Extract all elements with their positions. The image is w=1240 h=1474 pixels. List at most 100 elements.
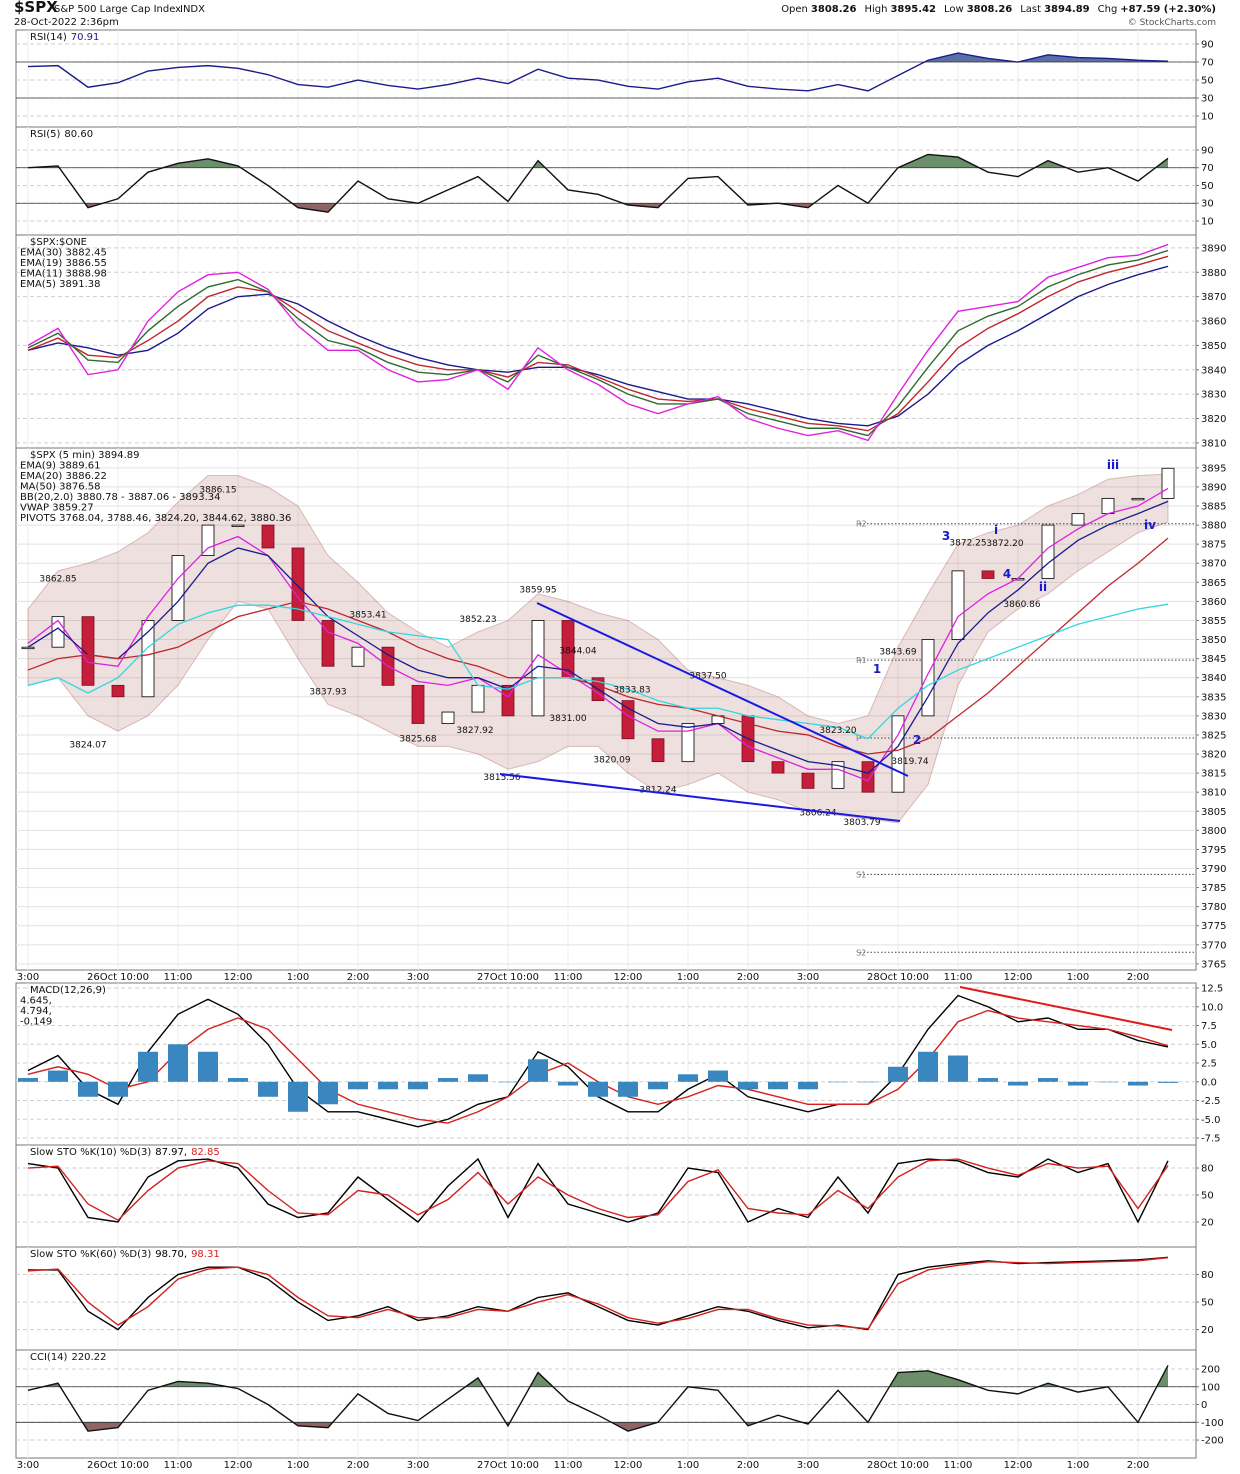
histogram-bar (258, 1081, 278, 1097)
stat-value: 3808.26 (967, 4, 1013, 15)
price-annotation: 3803.79 (843, 818, 880, 828)
shade-area (43, 1365, 1168, 1387)
trendline (536, 602, 909, 777)
candle (111, 684, 125, 698)
legend: RSI(14) 70.91 (30, 32, 99, 43)
wave-label: iv (1144, 518, 1156, 532)
y-tick-label: 3860 (1201, 317, 1226, 328)
price-annotation: 3819.74 (891, 757, 928, 767)
y-tick-label: 10 (1201, 112, 1214, 123)
y-tick-label: 3855 (1201, 616, 1226, 627)
histogram-bar (528, 1059, 548, 1082)
candle (861, 761, 875, 793)
candle (681, 723, 695, 763)
candle (411, 684, 425, 724)
x-tick-label: 1:00 (1067, 1460, 1089, 1471)
candle (1131, 497, 1145, 501)
y-tick-label: 3890 (1201, 243, 1226, 254)
y-tick-label: 3875 (1201, 540, 1226, 551)
price-annotation: 3833.83 (613, 685, 650, 695)
histogram-bar (1128, 1081, 1148, 1086)
x-tick-label: 3:00 (407, 972, 429, 983)
legend-entry: 98.31 (191, 1249, 220, 1260)
candle (531, 620, 545, 717)
panel-frame (15, 234, 1197, 449)
x-tick-label: 11:00 (944, 972, 973, 983)
legend-entry: 82.85 (191, 1147, 220, 1158)
pivot-label: R1 (856, 656, 867, 665)
y-tick-label: 3880 (1201, 268, 1226, 279)
y-tick-label: 3825 (1201, 730, 1226, 741)
y-tick-label: 3800 (1201, 826, 1226, 837)
legend-entry: 4.645, (20, 996, 52, 1007)
y-tick-label: 30 (1201, 199, 1214, 210)
histogram-bar (588, 1081, 608, 1097)
panel-frame (15, 29, 1197, 128)
stat-value: 3894.89 (1044, 4, 1090, 15)
candle (471, 684, 485, 713)
y-tick-label: 70 (1201, 163, 1214, 174)
shade-area (924, 53, 1168, 63)
histogram-bar (108, 1081, 128, 1097)
series-line (27, 487, 1169, 782)
wave-label: 3 (942, 529, 950, 543)
y-tick-label: 50 (1201, 181, 1214, 192)
x-tick-label: 28Oct 10:00 (867, 972, 929, 983)
histogram-bar (78, 1081, 98, 1097)
symbol: $SPX (14, 0, 58, 16)
x-tick-label: 1:00 (677, 972, 699, 983)
histogram-bar (18, 1078, 38, 1082)
panel-frame (15, 1246, 1197, 1351)
histogram-bar (1068, 1081, 1088, 1086)
y-tick-label: 3805 (1201, 807, 1226, 818)
candle (351, 646, 365, 667)
y-tick-label: 3870 (1201, 292, 1226, 303)
price-annotation: 3806.24 (799, 809, 836, 819)
candle (201, 524, 215, 557)
series-line (27, 243, 1169, 442)
x-tick-label: 2:00 (347, 1460, 369, 1471)
y-tick-label: 3845 (1201, 654, 1226, 665)
ohlc-stats: Open 3808.26 High 3895.42 Low 3808.26 Last 3894… (781, 4, 1216, 15)
histogram-bar (888, 1066, 908, 1082)
price-annotation: 3852.23 (459, 615, 496, 625)
y-tick-label: 80 (1201, 1164, 1214, 1175)
price-annotation: 3812.24 (639, 786, 676, 796)
histogram-bar (498, 1081, 518, 1083)
y-tick-label: 10 (1201, 216, 1214, 227)
legend-entry: EMA(20) 3886.22 (20, 471, 107, 482)
histogram-bar (558, 1081, 578, 1086)
price-annotation: 3831.00 (549, 714, 586, 724)
x-tick-label: 11:00 (944, 1460, 973, 1471)
price-annotation: 3837.50 (689, 671, 726, 681)
candle (921, 639, 935, 717)
y-tick-label: 12.5 (1201, 984, 1223, 995)
trendline (499, 773, 901, 822)
y-tick-label: 3850 (1201, 635, 1226, 646)
candle (171, 555, 185, 621)
series-line (27, 994, 1169, 1128)
x-tick-label: 2:00 (737, 972, 759, 983)
x-tick-label: 11:00 (164, 1460, 193, 1471)
series-line (27, 1365, 1169, 1432)
y-tick-label: -7.5 (1201, 1134, 1221, 1145)
histogram-bar (678, 1074, 698, 1082)
stat-value: 3808.26 (811, 4, 857, 15)
index-name: S&P 500 Large Cap Index (54, 4, 181, 15)
x-tick-label: 11:00 (164, 972, 193, 983)
histogram-bar (318, 1081, 338, 1105)
histogram-bar (828, 1081, 848, 1083)
legend-title: $SPX (5 min) 3894.89 (30, 450, 140, 461)
candle (231, 524, 245, 527)
exchange: INDX (180, 4, 205, 15)
y-tick-label: 10.0 (1201, 1002, 1223, 1013)
x-tick-label: 12:00 (224, 1460, 253, 1471)
x-tick-label: 1:00 (287, 1460, 309, 1471)
legend-title: MACD(12,26,9) (30, 985, 106, 996)
legend-entry: 4.794, (20, 1006, 52, 1017)
wave-label: iii (1107, 458, 1119, 472)
candle (141, 620, 155, 698)
legend-entry: VWAP 3859.27 (20, 503, 94, 514)
legend-title: RSI(14) (30, 32, 67, 43)
histogram-bar (798, 1081, 818, 1090)
